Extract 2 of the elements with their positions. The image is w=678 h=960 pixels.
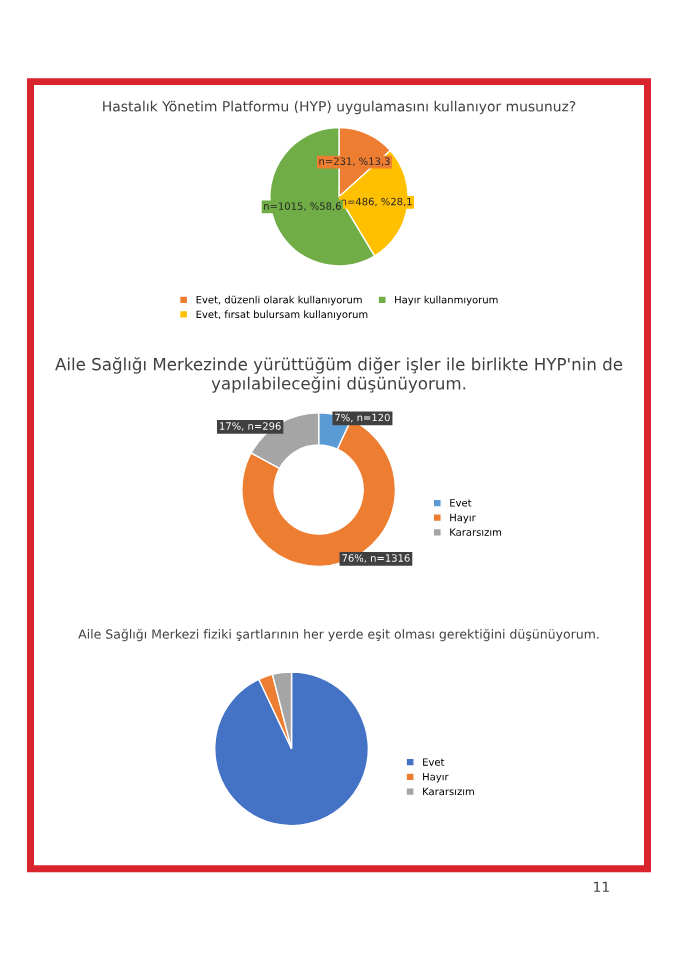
pie-slice [214,671,370,827]
chart-title: Aile Sağlığı Merkezinde yürüttüğüm diğer işler ile birlikte HYP'nin de yapılabileceğini düşünüyorum. [55,357,623,393]
